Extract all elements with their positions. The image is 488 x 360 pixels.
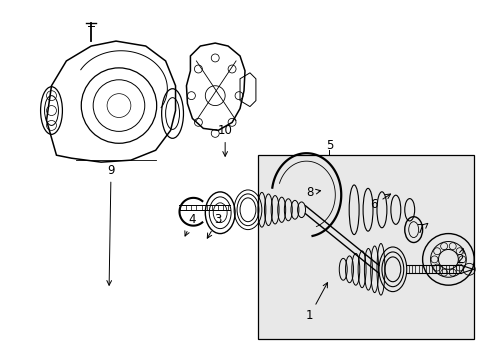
- Text: 9: 9: [106, 163, 115, 285]
- Text: 1: 1: [305, 283, 327, 323]
- Text: 4: 4: [184, 213, 196, 236]
- Text: 8: 8: [305, 186, 320, 199]
- Text: 10: 10: [217, 124, 232, 156]
- Text: 2: 2: [456, 248, 463, 266]
- Text: 5: 5: [325, 139, 332, 152]
- Text: 6: 6: [369, 194, 390, 211]
- Text: 7: 7: [416, 223, 427, 236]
- Text: 3: 3: [207, 213, 222, 238]
- Bar: [257, 155, 473, 339]
